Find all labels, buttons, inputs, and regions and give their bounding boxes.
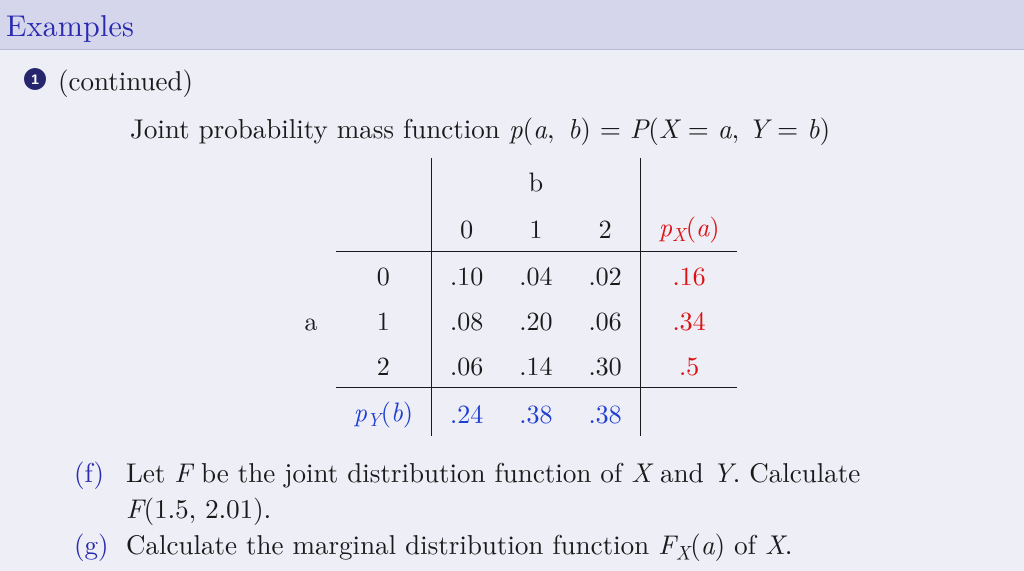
qh-Y: Y	[259, 563, 279, 571]
question-f: (f) Let F be the joint distribution func…	[74, 454, 970, 525]
pmf-cell: .20	[501, 297, 570, 342]
pmf-cell: .08	[431, 297, 501, 342]
qh-suffix: independent variables and why?	[279, 563, 666, 571]
b-level: 0	[431, 203, 501, 252]
qf-prefix: Let	[126, 452, 174, 490]
qg-prefix: Calculate the marginal distribution func…	[126, 524, 658, 562]
lead-eq: =	[591, 108, 630, 146]
a-level: 1	[336, 297, 432, 342]
question-text: Calculate the marginal distribution func…	[126, 526, 970, 565]
question-label: (f)	[74, 454, 116, 525]
qf-args: (1.5, 2.01).	[144, 488, 272, 526]
qg-F: F	[658, 524, 676, 562]
px-value: .16	[640, 252, 737, 298]
pmf-cell: .30	[570, 342, 640, 388]
slide-title: Examples	[0, 0, 1024, 50]
question-text: Let F be the joint distribution function…	[126, 454, 970, 525]
pmf-cell: .02	[570, 252, 640, 298]
pmf-cell: .06	[570, 297, 640, 342]
px-header: pX(a)	[640, 203, 737, 252]
table-row: 0 1 2 pX(a)	[287, 203, 738, 252]
qg-X: X	[765, 524, 785, 562]
qg-arg: (a)	[690, 524, 725, 562]
table-row: a 1 .08 .20 .06 .34	[287, 297, 738, 342]
question-label: (h)	[74, 565, 116, 571]
qf-X: X	[631, 452, 651, 490]
py-arg: (b)	[381, 392, 413, 429]
qg-suffix: of	[725, 524, 765, 562]
py-value: .38	[501, 388, 570, 437]
b-level: 1	[501, 203, 570, 252]
qh-and: and	[198, 563, 260, 571]
qf-F: F	[174, 452, 192, 490]
qg-sub: X	[676, 537, 690, 565]
px-value: .5	[640, 342, 737, 388]
qf-mid1: be the joint distribution function of	[192, 452, 631, 490]
pmf-cell: .14	[501, 342, 570, 388]
qh-X: X	[178, 563, 198, 571]
qg-end: .	[785, 524, 793, 562]
pmf-table-wrap: b 0 1 2 pX(a) 0 .10 .04 .02 .16 a	[0, 146, 1024, 436]
lead-P: P	[630, 108, 648, 146]
a-level: 2	[336, 342, 432, 388]
bullet-row: 1 (continued)	[0, 50, 1024, 98]
continued-label: (continued)	[58, 60, 193, 98]
lead-p: p	[509, 108, 523, 146]
table-row: 0 .10 .04 .02 .16	[287, 252, 738, 298]
question-text: Are X and Y independent variables and wh…	[126, 565, 970, 571]
bullet-number-icon: 1	[24, 68, 46, 90]
pmf-cell: .10	[431, 252, 501, 298]
qf-Y: Y	[713, 452, 733, 490]
lead-text: Joint probability mass function	[130, 108, 509, 146]
py-value: .38	[570, 388, 640, 437]
col-super-header: b	[501, 158, 570, 203]
a-level: 0	[336, 252, 432, 298]
pmf-cell: .04	[501, 252, 570, 298]
py-header: pY(b)	[336, 388, 432, 437]
qf-mid2: . Calculate	[733, 452, 861, 490]
table-row: pY(b) .24 .38 .38	[287, 388, 738, 437]
question-list: (f) Let F be the joint distribution func…	[0, 436, 1024, 571]
b-level: 2	[570, 203, 640, 252]
table-row: 2 .06 .14 .30 .5	[287, 342, 738, 388]
qf-F2: F	[126, 488, 144, 526]
qf-and: and	[651, 452, 713, 490]
px-arg: (a)	[686, 207, 720, 244]
pmf-cell: .06	[431, 342, 501, 388]
question-h: (h) Are X and Y independent variables an…	[74, 565, 970, 571]
question-g: (g) Calculate the marginal distribution …	[74, 526, 970, 565]
table-row: b	[287, 158, 738, 203]
lead-ab: (a, b)	[523, 108, 591, 146]
row-super-header: a	[287, 297, 336, 342]
qh-prefix: Are	[126, 563, 178, 571]
slide: Examples 1 (continued) Joint probability…	[0, 0, 1024, 571]
lead-Pargs: (X = a, Y = b)	[648, 108, 830, 146]
question-label: (g)	[74, 526, 116, 565]
lead-sentence: Joint probability mass function p(a, b) …	[0, 98, 1024, 146]
py-value: .24	[431, 388, 501, 437]
px-value: .34	[640, 297, 737, 342]
pmf-table: b 0 1 2 pX(a) 0 .10 .04 .02 .16 a	[287, 158, 738, 436]
